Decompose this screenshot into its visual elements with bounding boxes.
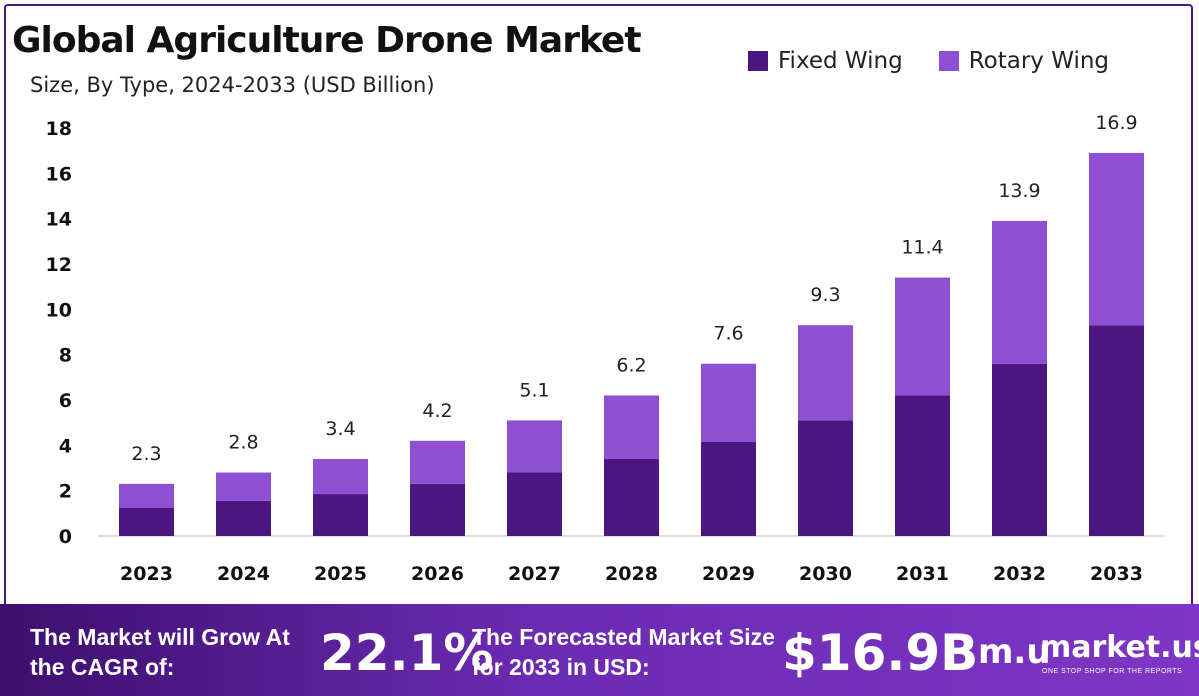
data-label: 5.1 xyxy=(519,379,549,401)
y-tick-label: 14 xyxy=(46,209,72,231)
data-label: 3.4 xyxy=(325,418,355,440)
x-tick-label: 2030 xyxy=(799,563,852,585)
x-tick-label: 2023 xyxy=(120,563,173,585)
y-tick-label: 2 xyxy=(59,481,72,503)
y-tick-label: 10 xyxy=(46,299,72,321)
x-tick-label: 2025 xyxy=(314,563,367,585)
bar-rotary-wing xyxy=(604,395,659,459)
legend: Fixed Wing Rotary Wing xyxy=(748,48,1109,74)
data-label: 9.3 xyxy=(810,284,840,306)
y-tick-label: 16 xyxy=(46,163,72,185)
data-label: 2.3 xyxy=(131,443,161,465)
chart-title: Global Agriculture Drone Market xyxy=(12,20,642,61)
y-tick-label: 12 xyxy=(46,254,72,276)
data-label: 4.2 xyxy=(422,400,452,422)
brand-logo[interactable]: m.u market.us ONE STOP SHOP FOR THE REPO… xyxy=(978,628,1199,678)
x-tick-label: 2032 xyxy=(993,563,1046,585)
legend-swatch-fixed-wing xyxy=(748,51,768,71)
bar-rotary-wing xyxy=(895,277,950,396)
bar-fixed-wing xyxy=(604,458,659,536)
bar-rotary-wing xyxy=(119,483,174,508)
data-label: 16.9 xyxy=(1095,112,1137,134)
data-label: 6.2 xyxy=(616,354,646,376)
bar-rotary-wing xyxy=(313,458,368,495)
cagr-value: 22.1% xyxy=(320,624,494,682)
bar-fixed-wing xyxy=(410,483,465,536)
forecast-label: The Forecasted Market Size for 2033 in U… xyxy=(472,624,775,680)
footer-banner: The Market will Grow At the CAGR of: 22.… xyxy=(0,604,1199,696)
legend-label-rotary-wing: Rotary Wing xyxy=(968,48,1110,74)
y-tick-label: 4 xyxy=(59,435,72,457)
bar-fixed-wing xyxy=(701,441,756,536)
y-tick-label: 6 xyxy=(59,390,72,412)
bar-rotary-wing xyxy=(798,325,853,421)
y-tick-label: 18 xyxy=(46,118,72,140)
x-tick-label: 2024 xyxy=(217,563,270,585)
brand-name: market.us xyxy=(1040,630,1199,665)
x-tick-label: 2031 xyxy=(896,563,949,585)
x-tick-label: 2029 xyxy=(702,563,755,585)
cagr-label: The Market will Grow At the CAGR of: xyxy=(30,624,290,680)
bar-fixed-wing xyxy=(798,420,853,536)
y-tick-label: 0 xyxy=(59,526,72,548)
bar-fixed-wing xyxy=(1089,325,1144,536)
bar-fixed-wing xyxy=(507,472,562,536)
data-label: 13.9 xyxy=(998,180,1040,202)
x-tick-label: 2028 xyxy=(605,563,658,585)
bar-fixed-wing xyxy=(216,500,271,536)
bar-fixed-wing xyxy=(992,363,1047,536)
legend-item-rotary-wing: Rotary Wing xyxy=(938,48,1110,74)
bar-rotary-wing xyxy=(701,363,756,442)
x-tick-label: 2027 xyxy=(508,563,561,585)
data-label: 7.6 xyxy=(713,323,743,345)
data-label: 11.4 xyxy=(901,237,943,259)
brand-tagline: ONE STOP SHOP FOR THE REPORTS xyxy=(1042,668,1183,675)
bar-fixed-wing xyxy=(119,507,174,536)
bar-rotary-wing xyxy=(1089,152,1144,326)
brand-mark-icon: m.u xyxy=(978,632,1051,672)
x-tick-label: 2026 xyxy=(411,563,464,585)
bar-rotary-wing xyxy=(992,220,1047,364)
chart-subtitle: Size, By Type, 2024-2033 (USD Billion) xyxy=(30,73,435,97)
bar-rotary-wing xyxy=(410,440,465,484)
legend-swatch-rotary-wing xyxy=(938,51,959,71)
y-tick-label: 8 xyxy=(59,345,72,367)
chart-plot: 0 2 4 6 8 10 12 14 16 18 2.3 2023 2.8 2024 3.4 2025 4.2 2… xyxy=(46,112,1165,585)
bar-rotary-wing xyxy=(216,472,271,501)
bar-rotary-wing xyxy=(507,420,562,473)
bar-fixed-wing xyxy=(895,395,950,536)
x-tick-label: 2033 xyxy=(1090,563,1143,585)
bar-fixed-wing xyxy=(313,494,368,536)
legend-label-fixed-wing: Fixed Wing xyxy=(778,48,903,74)
legend-item-fixed-wing: Fixed Wing xyxy=(748,48,903,74)
forecast-value: $16.9B xyxy=(782,624,979,682)
data-label: 2.8 xyxy=(228,432,258,454)
